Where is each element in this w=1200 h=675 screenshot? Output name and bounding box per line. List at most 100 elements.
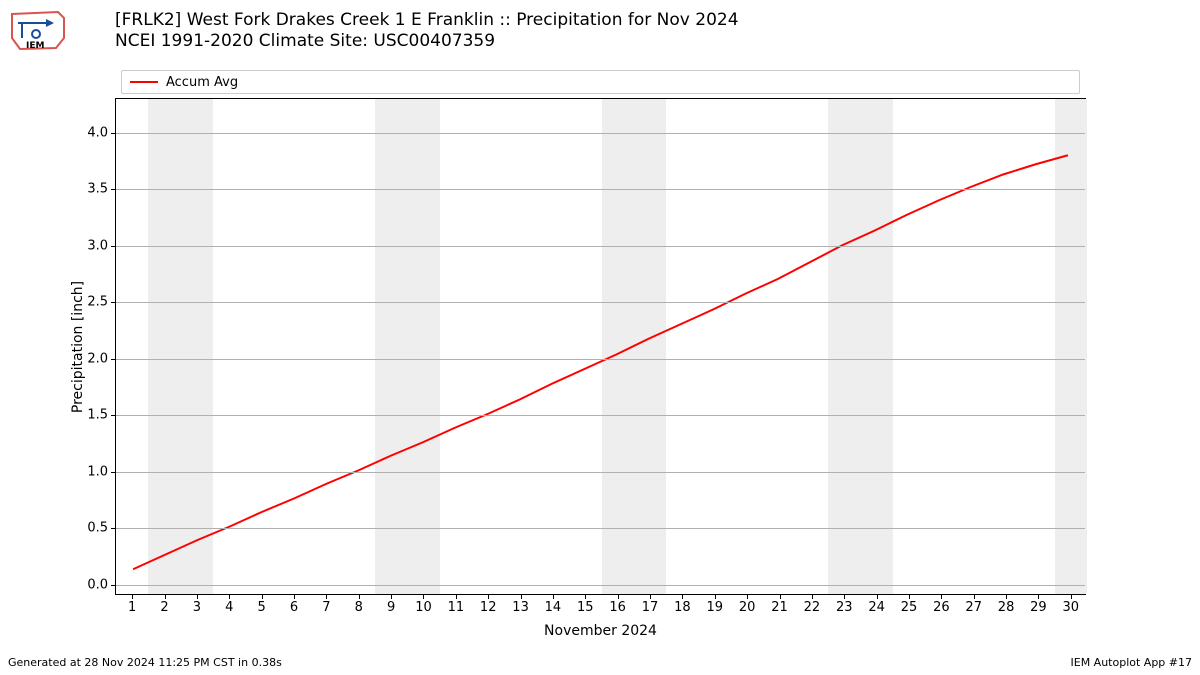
ytick-label: 1.5 <box>87 408 108 423</box>
gridline <box>116 133 1085 134</box>
xtick-label: 2 <box>160 600 168 615</box>
xtick-label: 9 <box>387 600 395 615</box>
xtick-mark <box>521 594 522 599</box>
xtick-mark <box>812 594 813 599</box>
footer-app: IEM Autoplot App #17 <box>1071 656 1193 669</box>
xtick-mark <box>650 594 651 599</box>
gridline <box>116 302 1085 303</box>
data-line-svg <box>116 99 1085 594</box>
x-axis-label: November 2024 <box>544 623 657 639</box>
xtick-mark <box>391 594 392 599</box>
gridline <box>116 189 1085 190</box>
xtick-mark <box>1071 594 1072 599</box>
xtick-mark <box>585 594 586 599</box>
xtick-mark <box>618 594 619 599</box>
xtick-mark <box>165 594 166 599</box>
ytick-label: 3.0 <box>87 238 108 253</box>
xtick-mark <box>877 594 878 599</box>
ytick-mark <box>111 528 116 529</box>
xtick-label: 6 <box>290 600 298 615</box>
ytick-mark <box>111 133 116 134</box>
xtick-label: 20 <box>739 600 756 615</box>
xtick-mark <box>909 594 910 599</box>
xtick-label: 18 <box>674 600 691 615</box>
chart-title: [FRLK2] West Fork Drakes Creek 1 E Frank… <box>115 10 739 53</box>
xtick-mark <box>423 594 424 599</box>
xtick-label: 14 <box>545 600 562 615</box>
xtick-label: 21 <box>771 600 788 615</box>
xtick-label: 3 <box>193 600 201 615</box>
gridline <box>116 415 1085 416</box>
xtick-mark <box>844 594 845 599</box>
gridline <box>116 528 1085 529</box>
gridline <box>116 585 1085 586</box>
xtick-label: 17 <box>642 600 659 615</box>
plot-area: 0.00.51.01.52.02.53.03.54.01234567891011… <box>115 98 1086 595</box>
xtick-label: 4 <box>225 600 233 615</box>
xtick-label: 7 <box>322 600 330 615</box>
xtick-mark <box>456 594 457 599</box>
xtick-label: 26 <box>933 600 950 615</box>
title-line-2: NCEI 1991-2020 Climate Site: USC00407359 <box>115 31 739 52</box>
xtick-label: 15 <box>577 600 594 615</box>
footer-generated: Generated at 28 Nov 2024 11:25 PM CST in… <box>8 656 282 669</box>
xtick-label: 28 <box>998 600 1015 615</box>
ytick-label: 2.0 <box>87 351 108 366</box>
gridline <box>116 359 1085 360</box>
accum-avg-line <box>133 155 1068 569</box>
ytick-mark <box>111 246 116 247</box>
xtick-mark <box>326 594 327 599</box>
xtick-label: 22 <box>804 600 821 615</box>
xtick-label: 12 <box>480 600 497 615</box>
xtick-label: 16 <box>609 600 626 615</box>
xtick-mark <box>132 594 133 599</box>
xtick-mark <box>747 594 748 599</box>
ytick-mark <box>111 189 116 190</box>
xtick-mark <box>682 594 683 599</box>
ytick-label: 1.0 <box>87 464 108 479</box>
xtick-label: 29 <box>1030 600 1047 615</box>
xtick-label: 1 <box>128 600 136 615</box>
xtick-mark <box>780 594 781 599</box>
xtick-label: 25 <box>901 600 918 615</box>
xtick-label: 10 <box>415 600 432 615</box>
xtick-label: 8 <box>355 600 363 615</box>
xtick-label: 30 <box>1063 600 1080 615</box>
ytick-mark <box>111 415 116 416</box>
xtick-mark <box>488 594 489 599</box>
xtick-label: 11 <box>448 600 465 615</box>
gridline <box>116 472 1085 473</box>
ytick-label: 3.5 <box>87 182 108 197</box>
title-line-1: [FRLK2] West Fork Drakes Creek 1 E Frank… <box>115 10 739 31</box>
ytick-label: 0.5 <box>87 521 108 536</box>
xtick-mark <box>974 594 975 599</box>
y-axis-label: Precipitation [inch] <box>70 280 86 412</box>
svg-text:IEM: IEM <box>26 41 44 51</box>
ytick-mark <box>111 359 116 360</box>
xtick-mark <box>553 594 554 599</box>
xtick-mark <box>1006 594 1007 599</box>
ytick-mark <box>111 585 116 586</box>
xtick-label: 27 <box>965 600 982 615</box>
ytick-label: 2.5 <box>87 295 108 310</box>
xtick-label: 23 <box>836 600 853 615</box>
xtick-mark <box>262 594 263 599</box>
xtick-mark <box>715 594 716 599</box>
legend-label: Accum Avg <box>166 75 238 90</box>
xtick-mark <box>294 594 295 599</box>
xtick-mark <box>229 594 230 599</box>
xtick-mark <box>359 594 360 599</box>
ytick-mark <box>111 472 116 473</box>
xtick-label: 5 <box>258 600 266 615</box>
xtick-label: 24 <box>868 600 885 615</box>
xtick-label: 19 <box>707 600 724 615</box>
xtick-label: 13 <box>512 600 529 615</box>
ytick-label: 4.0 <box>87 125 108 140</box>
gridline <box>116 246 1085 247</box>
iem-logo: IEM <box>8 8 68 53</box>
ytick-label: 0.0 <box>87 577 108 592</box>
chart-legend: Accum Avg <box>121 70 1080 94</box>
legend-swatch <box>130 81 158 83</box>
xtick-mark <box>197 594 198 599</box>
xtick-mark <box>1038 594 1039 599</box>
